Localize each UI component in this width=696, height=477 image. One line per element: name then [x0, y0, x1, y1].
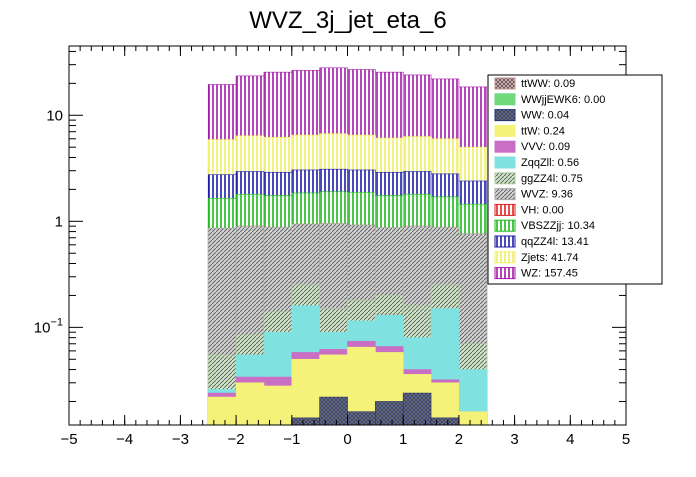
x-tick-label: −2: [228, 431, 245, 448]
x-tick-label: −1: [283, 431, 300, 448]
x-tick-label: 0: [343, 431, 351, 448]
bar-WW-7: [402, 392, 432, 426]
legend-swatch-ttW: [494, 124, 516, 137]
legend-swatch-WVZ: [494, 188, 516, 201]
legend-swatch-WZ: [494, 267, 516, 280]
legend-entry-ZqqZll: ZqqZll: 0.56: [521, 157, 579, 169]
bar-WW-3: [291, 417, 320, 426]
legend-swatch-VH: [494, 203, 516, 216]
y-tick-label: 1: [55, 213, 63, 230]
x-tick-label: 2: [455, 431, 463, 448]
bar-WW-4: [319, 396, 348, 426]
legend-entry-VVV: VVV: 0.09: [521, 141, 570, 153]
histogram-bars: [207, 67, 488, 426]
legend-swatch-ggZZ4l: [494, 172, 516, 185]
bar-WW-6: [375, 401, 404, 426]
legend-swatch-VVV: [494, 140, 516, 153]
chart-title: WVZ_3j_jet_eta_6: [249, 7, 446, 34]
legend-entry-ggZZ4l: ggZZ4l: 0.75: [521, 173, 583, 185]
x-tick-label: 3: [510, 431, 518, 448]
bar-WW-8: [430, 417, 460, 426]
x-tick-label: −5: [60, 431, 77, 448]
legend-swatch-WWjjEWK6: [494, 93, 516, 106]
legend-swatch-ttWW: [494, 77, 516, 90]
bar-ttW-0: [207, 396, 237, 426]
y-tick-label: 10: [46, 107, 63, 124]
x-tick-label: 4: [566, 431, 574, 448]
bar-WW-5: [347, 411, 376, 426]
legend-entry-Zjets: Zjets: 41.74: [521, 252, 578, 264]
legend-entry-WWjjEWK6: WWjjEWK6: 0.00: [521, 94, 605, 106]
legend-swatch-qqZZ4l: [494, 235, 516, 248]
legend-entry-WW: WW: 0.04: [521, 110, 569, 122]
x-tick-label: −4: [116, 431, 133, 448]
x-tick-label: 1: [399, 431, 407, 448]
legend-swatch-Zjets: [494, 251, 516, 264]
bar-ttW-2: [263, 385, 293, 426]
legend-entry-qqZZ4l: qqZZ4l: 13.41: [521, 236, 589, 248]
legend-entry-VBSZZjj: VBSZZjj: 10.34: [521, 220, 595, 232]
legend: ttWW: 0.09 WWjjEWK6: 0.00 WW: 0.04 ttW: 0.2…: [487, 74, 663, 285]
bar-ttW-3: [291, 358, 320, 426]
legend-entry-VH: VH: 0.00: [521, 204, 564, 216]
axes: −5 −4 −3 −2 −1 0 1 2 3 4 5 10−1 1 10: [34, 46, 630, 448]
legend-entry-WZ: WZ: 157.45: [521, 268, 578, 280]
legend-swatch-ZqqZll: [494, 156, 516, 169]
legend-swatch-VBSZZjj: [494, 219, 516, 232]
legend-entry-WVZ: WVZ: 9.36: [521, 189, 573, 201]
x-tick-label: −3: [172, 431, 189, 448]
bar-ttW-1: [235, 382, 265, 426]
legend-swatch-WW: [494, 109, 516, 122]
x-tick-label: 5: [622, 431, 630, 448]
y-tick-label: 10−1: [34, 316, 63, 336]
bar-ttW-9: [458, 411, 488, 426]
legend-box: [487, 74, 663, 285]
legend-entry-ttW: ttW: 0.24: [521, 125, 565, 137]
legend-entry-ttWW: ttWW: 0.09: [521, 78, 575, 90]
